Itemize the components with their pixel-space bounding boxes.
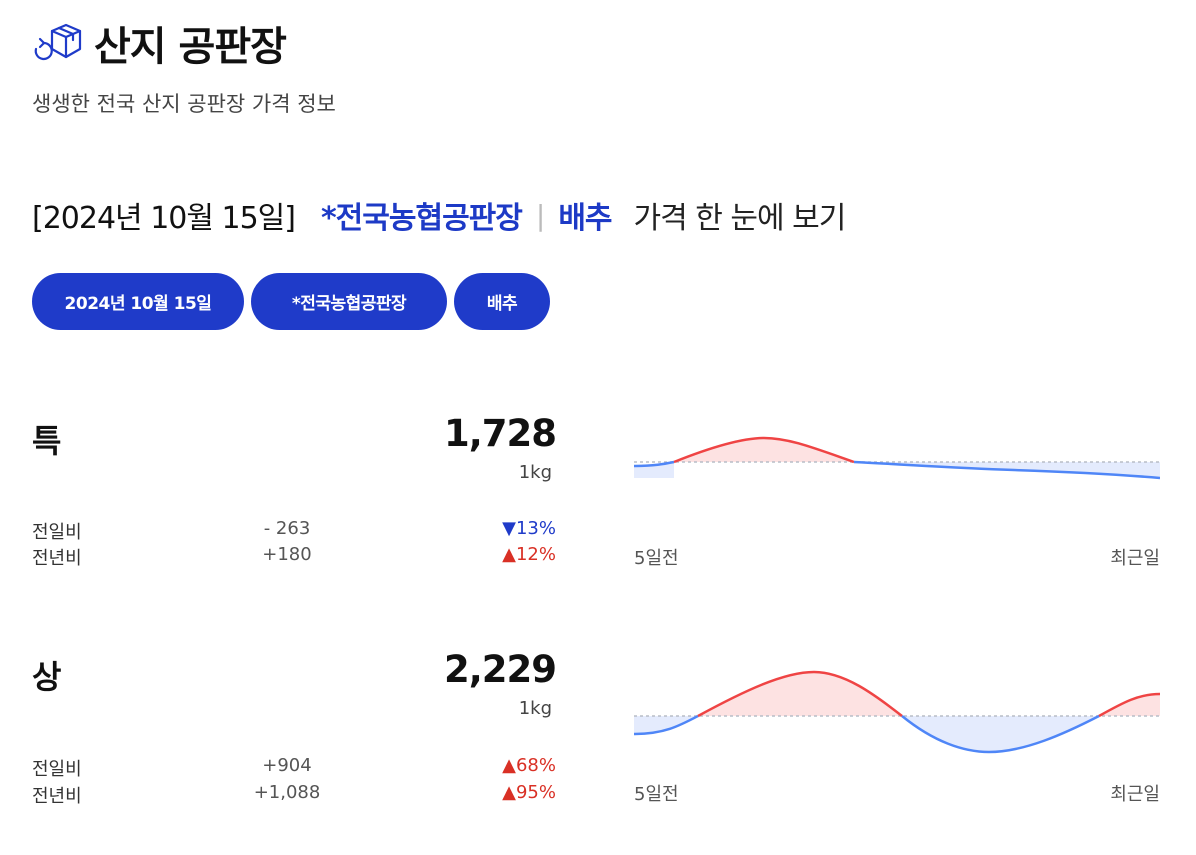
market-filter-button[interactable]: *전국농협공판장 [251,273,447,330]
day-comparison: 전일비 - 263 ▼13% [32,518,556,543]
headline-date: [2024년 10월 15일] [32,201,296,236]
headline-item: 배추 [558,201,612,236]
grade-unit: 1kg [518,698,552,719]
grade-row-high: 상 2,229 1kg 전일비 +904 ▲68% 전년비 +1,088 ▲95… [32,648,1162,852]
date-filter-button[interactable]: 2024년 10월 15일 [32,273,244,330]
filter-chips: 2024년 10월 15일 *전국농협공판장 배추 [32,273,550,330]
grade-price: 2,229 [443,648,557,691]
year-comparison: 전년비 +1,088 ▲95% [32,782,556,807]
price-headline: [2024년 10월 15일] *전국농협공판장 | 배추 가격 한 눈에 보기 [32,193,847,237]
year-compare-rate: ▲12% [502,544,556,565]
grade-unit: 1kg [518,462,552,483]
headline-market: *전국농협공판장 [320,201,523,236]
grade-label: 상 [32,658,62,696]
year-comparison: 전년비 +180 ▲12% [32,544,556,569]
chart-end-label: 최근일 [1110,548,1160,569]
year-compare-diff: +1,088 [253,782,321,803]
chart-start-label: 5일전 [634,548,679,569]
grade-row-special: 특 1,728 1kg 전일비 - 263 ▼13% 전년비 +180 ▲12%… [32,412,1162,616]
page-title: 산지 공판장 [94,24,287,70]
day-compare-diff: +904 [262,755,312,776]
year-compare-label: 전년비 [32,548,82,569]
day-compare-rate: ▼13% [502,518,556,539]
chart-end-label: 최근일 [1110,784,1160,805]
year-compare-label: 전년비 [32,786,82,807]
price-trend-sparkline [634,436,1160,480]
day-compare-label: 전일비 [32,522,82,543]
day-compare-rate: ▲68% [502,755,556,776]
headline-separator: | [535,198,545,232]
day-compare-label: 전일비 [32,759,82,780]
year-compare-diff: +180 [262,544,312,565]
page-header: 산지 공판장 [32,14,287,72]
price-trend-sparkline [634,670,1160,754]
year-compare-rate: ▲95% [502,782,556,803]
grade-price: 1,728 [443,412,557,455]
headline-tail: 가격 한 눈에 보기 [633,201,847,236]
day-compare-diff: - 263 [263,518,311,539]
day-comparison: 전일비 +904 ▲68% [32,755,556,780]
grade-label: 특 [32,422,62,460]
box-return-icon [34,23,82,61]
page-subtitle: 생생한 전국 산지 공판장 가격 정보 [32,92,336,116]
item-filter-button[interactable]: 배추 [454,273,550,330]
chart-start-label: 5일전 [634,784,679,805]
